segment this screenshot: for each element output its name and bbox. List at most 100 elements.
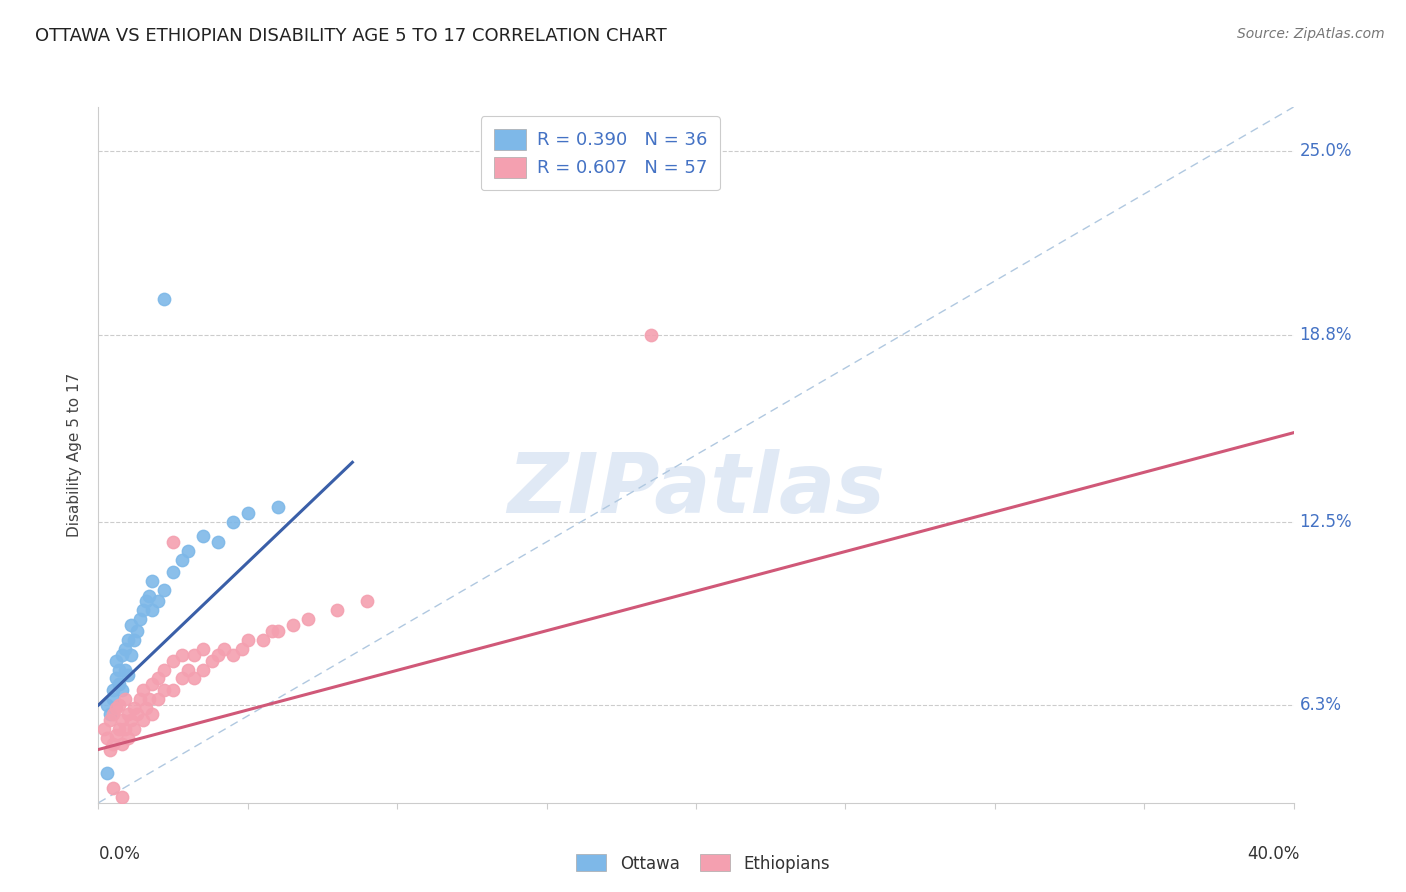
Point <box>120 648 142 662</box>
Text: ZIPatlas: ZIPatlas <box>508 450 884 530</box>
Legend: Ottawa, Ethiopians: Ottawa, Ethiopians <box>569 847 837 880</box>
Text: 40.0%: 40.0% <box>1247 845 1299 863</box>
Point <box>111 789 134 804</box>
Point <box>132 683 155 698</box>
Point <box>162 565 184 579</box>
Point <box>222 648 245 662</box>
Point <box>105 728 128 742</box>
Point <box>191 529 214 543</box>
Point <box>132 713 155 727</box>
Point <box>124 632 146 647</box>
Point <box>105 654 128 668</box>
Point <box>114 722 136 736</box>
Point <box>111 683 134 698</box>
Point <box>153 582 176 597</box>
Point <box>177 663 200 677</box>
Point <box>236 632 259 647</box>
Point <box>103 706 125 721</box>
Point <box>267 624 290 638</box>
Point <box>117 731 139 745</box>
Point <box>135 594 157 608</box>
Point <box>236 506 259 520</box>
Point <box>103 737 125 751</box>
Point <box>153 683 176 698</box>
Point <box>108 677 131 691</box>
Point <box>231 641 253 656</box>
Text: 6.3%: 6.3% <box>1299 696 1341 714</box>
Point <box>640 328 662 343</box>
Point <box>183 672 205 686</box>
Point <box>127 624 149 638</box>
Point <box>120 618 142 632</box>
Point <box>326 603 349 617</box>
Point <box>117 632 139 647</box>
Text: 25.0%: 25.0% <box>1299 143 1353 161</box>
Point <box>124 701 146 715</box>
Point <box>141 574 163 588</box>
Point <box>127 706 149 721</box>
Point <box>117 706 139 721</box>
Point <box>148 672 170 686</box>
Point <box>138 692 160 706</box>
Point <box>114 641 136 656</box>
Point <box>297 612 319 626</box>
Point <box>252 632 274 647</box>
Point <box>117 668 139 682</box>
Point <box>129 692 152 706</box>
Point <box>162 654 184 668</box>
Point <box>111 713 134 727</box>
Point <box>207 648 229 662</box>
Text: OTTAWA VS ETHIOPIAN DISABILITY AGE 5 TO 17 CORRELATION CHART: OTTAWA VS ETHIOPIAN DISABILITY AGE 5 TO … <box>35 27 666 45</box>
Point <box>148 692 170 706</box>
Point <box>135 701 157 715</box>
Point <box>141 677 163 691</box>
Point <box>153 293 176 307</box>
Point <box>162 535 184 549</box>
Point <box>212 641 235 656</box>
Point <box>141 603 163 617</box>
Point <box>105 672 128 686</box>
Point <box>222 515 245 529</box>
Legend: R = 0.390   N = 36, R = 0.607   N = 57: R = 0.390 N = 36, R = 0.607 N = 57 <box>481 116 720 190</box>
Point <box>108 663 131 677</box>
Point <box>124 722 146 736</box>
Text: Source: ZipAtlas.com: Source: ZipAtlas.com <box>1237 27 1385 41</box>
Point <box>260 624 283 638</box>
Point <box>172 672 194 686</box>
Point <box>114 692 136 706</box>
Point <box>111 648 134 662</box>
Point <box>132 603 155 617</box>
Text: 0.0%: 0.0% <box>98 845 141 863</box>
Point <box>105 701 128 715</box>
Point <box>267 500 290 514</box>
Text: 12.5%: 12.5% <box>1299 513 1353 531</box>
Point <box>98 706 122 721</box>
Point <box>141 706 163 721</box>
Point <box>96 766 118 780</box>
Point <box>103 692 125 706</box>
Point <box>138 589 160 603</box>
Point <box>103 780 125 795</box>
Point <box>191 641 214 656</box>
Point <box>177 544 200 558</box>
Point <box>183 648 205 662</box>
Point <box>281 618 304 632</box>
Point <box>191 663 214 677</box>
Point <box>153 663 176 677</box>
Point <box>96 698 118 712</box>
Point <box>207 535 229 549</box>
Point <box>172 553 194 567</box>
Y-axis label: Disability Age 5 to 17: Disability Age 5 to 17 <box>67 373 83 537</box>
Point <box>162 683 184 698</box>
Point <box>96 731 118 745</box>
Point <box>120 713 142 727</box>
Point <box>93 722 115 736</box>
Point <box>148 594 170 608</box>
Point <box>172 648 194 662</box>
Point <box>114 663 136 677</box>
Point <box>98 713 122 727</box>
Point <box>356 594 378 608</box>
Text: 18.8%: 18.8% <box>1299 326 1353 344</box>
Point <box>108 722 131 736</box>
Point <box>103 683 125 698</box>
